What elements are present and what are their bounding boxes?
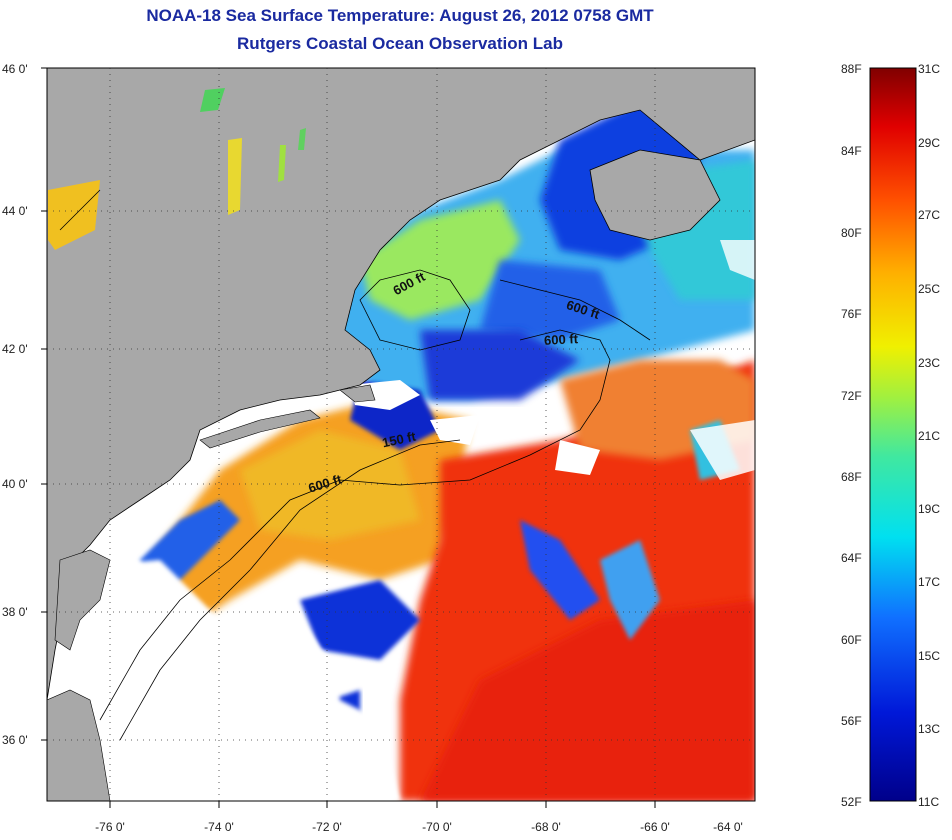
lat-label: 44 0' — [2, 204, 28, 218]
colorbar-f-label: 52F — [841, 795, 862, 809]
cloud-patches — [47, 240, 755, 801]
land — [47, 68, 755, 801]
lat-label: 38 0' — [2, 605, 28, 619]
sst-field — [50, 100, 755, 801]
chart-title: NOAA-18 Sea Surface Temperature: August … — [146, 6, 654, 25]
contour-label: 600 ft — [543, 331, 579, 348]
bathymetry-contours — [59, 189, 651, 741]
lon-label: -72 0' — [312, 820, 342, 834]
lon-label: -74 0' — [204, 820, 234, 834]
chart-subtitle: Rutgers Coastal Ocean Observation Lab — [237, 34, 563, 53]
colorbar-f-label: 60F — [841, 633, 862, 647]
lon-label: -76 0' — [95, 820, 125, 834]
lat-label: 40 0' — [2, 477, 28, 491]
lon-label: -64 0' — [713, 820, 743, 834]
colorbar-f-label: 64F — [841, 551, 862, 565]
colorbar-c-label: 29C — [918, 136, 941, 150]
lon-label: -70 0' — [422, 820, 452, 834]
colorbar-f-label: 72F — [841, 389, 862, 403]
colorbar-c-label: 31C — [918, 62, 941, 76]
colorbar-c-label: 27C — [918, 208, 941, 222]
colorbar-f-label: 68F — [841, 470, 862, 484]
lat-label: 46 0' — [2, 62, 28, 76]
colorbar-c-label: 15C — [918, 649, 941, 663]
colorbar-c-label: 25C — [918, 282, 941, 296]
lat-label: 42 0' — [2, 342, 28, 356]
sst-image — [47, 68, 755, 801]
colorbar-f-label: 76F — [841, 307, 862, 321]
colorbar-c-label: 21C — [918, 429, 941, 443]
colorbar-c-label: 23C — [918, 356, 941, 370]
colorbar — [869, 67, 917, 802]
lon-label: -66 0' — [640, 820, 670, 834]
colorbar-f-label: 80F — [841, 226, 862, 240]
colorbar-f-label: 84F — [841, 144, 862, 158]
lon-label: -68 0' — [531, 820, 561, 834]
colorbar-f-label: 56F — [841, 714, 862, 728]
colorbar-c-label: 19C — [918, 502, 941, 516]
lat-label: 36 0' — [2, 733, 28, 747]
grid-lines — [47, 68, 755, 801]
colorbar-c-label: 17C — [918, 575, 941, 589]
map-frame — [46, 67, 756, 802]
colorbar-c-label: 11C — [918, 795, 940, 809]
axis-ticks — [41, 67, 656, 808]
colorbar-c-label: 13C — [918, 722, 941, 736]
colorbar-f-label: 88F — [841, 62, 862, 76]
